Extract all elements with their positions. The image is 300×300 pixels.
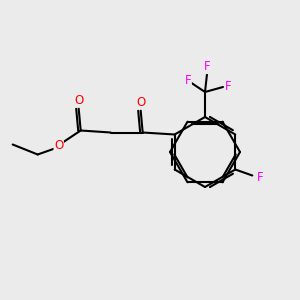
Text: O: O bbox=[136, 96, 145, 109]
Text: F: F bbox=[257, 171, 264, 184]
Text: F: F bbox=[225, 80, 231, 94]
Text: F: F bbox=[185, 74, 191, 86]
Text: O: O bbox=[74, 94, 83, 107]
Text: F: F bbox=[204, 61, 210, 74]
Text: O: O bbox=[54, 139, 63, 152]
